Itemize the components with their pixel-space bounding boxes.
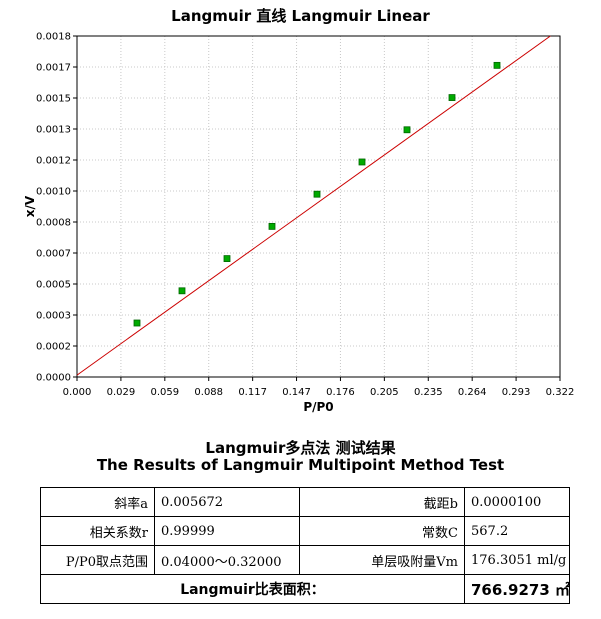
x-tick-label: 0.000 bbox=[63, 387, 92, 398]
x-tick-label: 0.117 bbox=[238, 387, 267, 398]
data-point bbox=[403, 126, 411, 134]
fit-line bbox=[76, 35, 551, 376]
data-point bbox=[313, 190, 321, 198]
slope-value: 0.005672 bbox=[154, 487, 300, 517]
table-row: 斜率a 0.005672 截距b 0.0000100 bbox=[40, 487, 570, 517]
x-tick-label: 0.293 bbox=[502, 387, 531, 398]
y-tick-label: 0.0012 bbox=[36, 156, 71, 167]
data-points bbox=[133, 61, 501, 327]
data-point bbox=[358, 158, 366, 166]
x-tick-label: 0.029 bbox=[107, 387, 136, 398]
y-tick-label: 0.0013 bbox=[36, 125, 71, 136]
results-title-cn: Langmuir多点法 测试结果 bbox=[205, 439, 396, 457]
table-row: 相关系数r 0.99999 常数C 567.2 bbox=[40, 516, 570, 546]
results-table: 斜率a 0.005672 截距b 0.0000100 相关系数r 0.99999… bbox=[40, 487, 570, 604]
langmuir-chart: 0.000 0.029 0.059 0.088 0.117 0.147 0.176 0.205… bbox=[23, 32, 574, 415]
y-tick-label: 0.0018 bbox=[36, 32, 71, 43]
intercept-label: 截距b bbox=[299, 487, 465, 517]
y-tick-label: 0.0002 bbox=[36, 342, 71, 353]
x-tick-label: 0.059 bbox=[150, 387, 179, 398]
corr-label: 相关系数r bbox=[40, 516, 155, 546]
vm-label: 单层吸附量Vm bbox=[299, 545, 465, 575]
y-tick-label: 0.0010 bbox=[36, 187, 71, 198]
data-point bbox=[493, 61, 501, 69]
intercept-value: 0.0000100 bbox=[464, 487, 570, 517]
area-label: Langmuir比表面积： bbox=[40, 574, 465, 604]
table-row: Langmuir比表面积： 766.9273 ㎡/g bbox=[40, 574, 570, 604]
y-tick-label: 0.0007 bbox=[36, 249, 71, 260]
range-value: 0.04000～0.32000 bbox=[154, 545, 300, 575]
data-point bbox=[133, 319, 141, 327]
x-tick-label: 0.205 bbox=[370, 387, 399, 398]
table-row: P/P0取点范围 0.04000～0.32000 单层吸附量Vm 176.305… bbox=[40, 545, 570, 575]
x-axis-label: P/P0 bbox=[303, 400, 333, 414]
y-tick-label: 0.0017 bbox=[36, 63, 71, 74]
chart-grid bbox=[77, 36, 560, 377]
x-tick-label: 0.147 bbox=[282, 387, 311, 398]
const-value: 567.2 bbox=[464, 516, 570, 546]
data-point bbox=[448, 94, 456, 101]
slope-label: 斜率a bbox=[40, 487, 155, 517]
results-title-en: The Results of Langmuir Multipoint Metho… bbox=[96, 456, 505, 474]
x-tick-label: 0.176 bbox=[326, 387, 355, 398]
data-point bbox=[268, 222, 276, 230]
vm-value: 176.3051 ml/g bbox=[464, 545, 570, 575]
plot-frame bbox=[76, 35, 561, 378]
y-axis-label: x/V bbox=[23, 195, 37, 217]
data-point bbox=[178, 287, 186, 295]
x-tick-label: 0.322 bbox=[546, 387, 575, 398]
y-tick-label: 0.0015 bbox=[36, 94, 71, 105]
data-point bbox=[223, 255, 231, 262]
y-tick-label: 0.0003 bbox=[36, 311, 71, 322]
area-value: 766.9273 ㎡/g bbox=[464, 574, 570, 604]
x-tick-label: 0.235 bbox=[414, 387, 443, 398]
axis-ticks: 0.000 0.029 0.059 0.088 0.117 0.147 0.176 0.205… bbox=[36, 32, 574, 399]
x-tick-label: 0.088 bbox=[194, 387, 223, 398]
y-tick-label: 0.0008 bbox=[36, 218, 71, 229]
corr-value: 0.99999 bbox=[154, 516, 300, 546]
const-label: 常数C bbox=[299, 516, 465, 546]
y-tick-label: 0.0000 bbox=[36, 373, 71, 384]
x-tick-label: 0.264 bbox=[458, 387, 487, 398]
range-label: P/P0取点范围 bbox=[40, 545, 155, 575]
chart-title: Langmuir 直线 Langmuir Linear bbox=[171, 7, 430, 25]
y-tick-label: 0.0005 bbox=[36, 280, 71, 291]
